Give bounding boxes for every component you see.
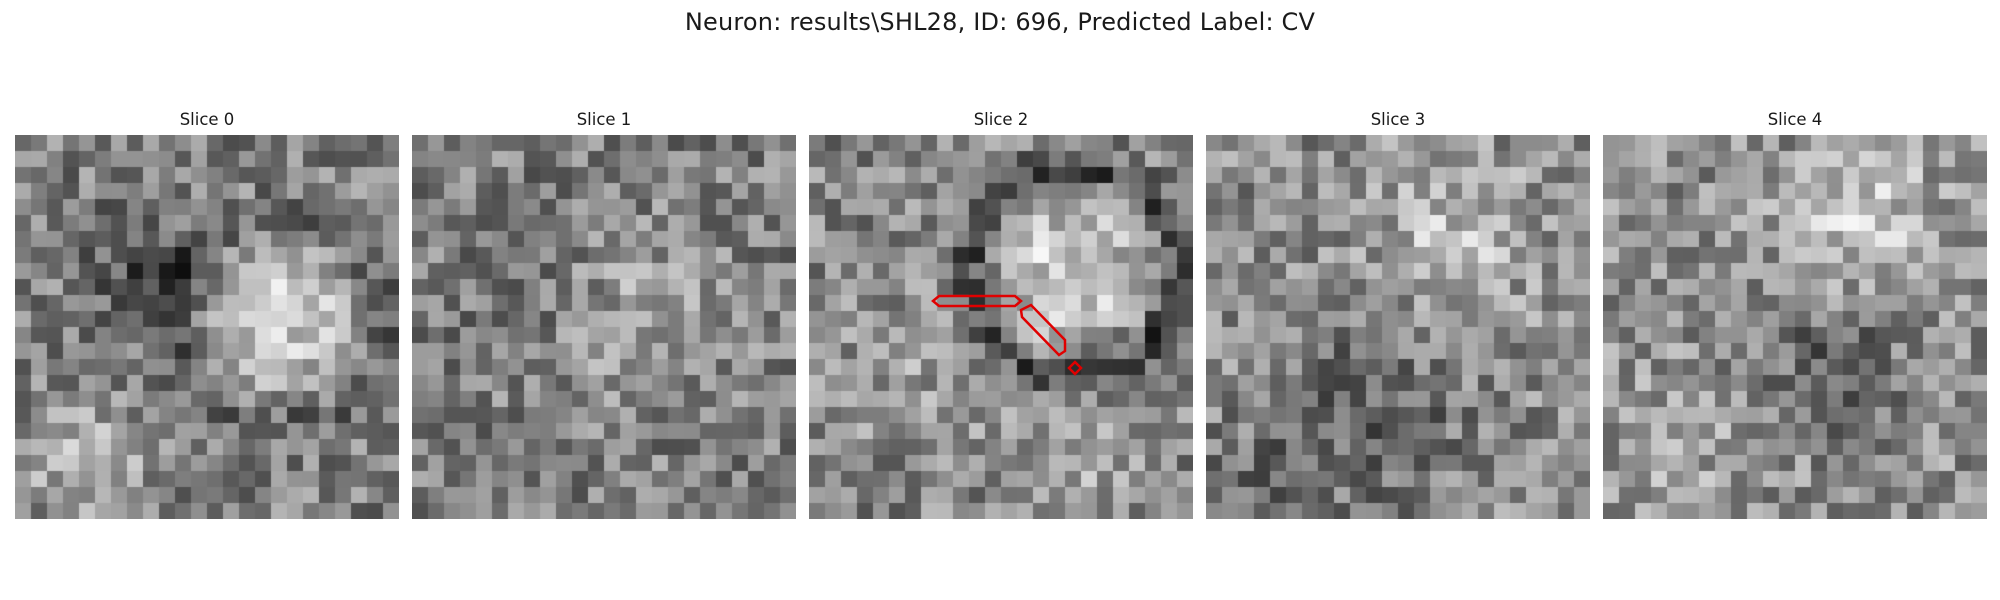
slice-image-1 [412,135,796,519]
slice-panel-4: Slice 4 [1603,0,1987,600]
slice-title-0: Slice 0 [179,110,235,129]
slice-title-4: Slice 4 [1767,110,1823,129]
slice-panel-3: Slice 3 [1206,0,1590,600]
slice-title-2: Slice 2 [973,110,1029,129]
slice-title-3: Slice 3 [1370,110,1426,129]
slice-image-4 [1603,135,1987,519]
slice-title-1: Slice 1 [576,110,632,129]
slice-image-0 [15,135,399,519]
slice-image-2 [809,135,1193,519]
slice-panel-1: Slice 1 [412,0,796,600]
slice-panel-0: Slice 0 [15,0,399,600]
slice-panel-2: Slice 2 [809,0,1193,600]
figure-suptitle: Neuron: results\SHL28, ID: 696, Predicte… [684,8,1316,36]
slice-image-3 [1206,135,1590,519]
